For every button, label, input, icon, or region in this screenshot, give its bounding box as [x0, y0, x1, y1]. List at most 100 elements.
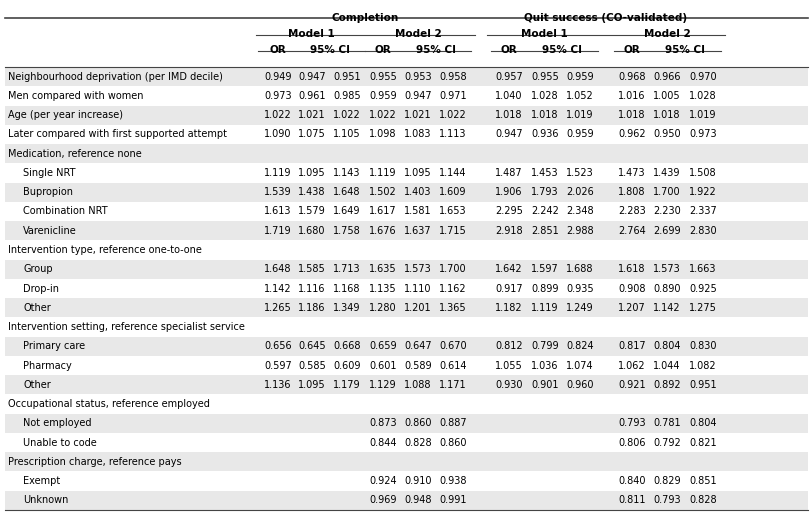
Bar: [5, 163, 808, 182]
Text: Prescription charge, reference pays: Prescription charge, reference pays: [8, 457, 181, 467]
Text: 0.812: 0.812: [495, 341, 522, 351]
Text: Model 1: Model 1: [521, 29, 568, 39]
Text: 2.026: 2.026: [566, 187, 594, 197]
Text: 1.144: 1.144: [439, 168, 467, 178]
Text: 0.955: 0.955: [531, 72, 559, 82]
Text: 1.119: 1.119: [264, 168, 292, 178]
Text: 2.699: 2.699: [653, 226, 681, 236]
Text: 1.201: 1.201: [404, 303, 432, 313]
Text: 0.811: 0.811: [618, 495, 646, 505]
Text: 0.971: 0.971: [439, 91, 467, 101]
Text: 1.581: 1.581: [404, 207, 432, 216]
Bar: [5, 67, 808, 86]
Text: Occupational status, reference employed: Occupational status, reference employed: [8, 399, 210, 409]
Text: Primary care: Primary care: [23, 341, 85, 351]
Text: 0.585: 0.585: [298, 360, 326, 371]
Text: 1.473: 1.473: [618, 168, 646, 178]
Bar: [5, 182, 808, 202]
Bar: [5, 125, 808, 144]
Text: 1.207: 1.207: [618, 303, 646, 313]
Text: 0.589: 0.589: [404, 360, 432, 371]
Text: 1.055: 1.055: [495, 360, 523, 371]
Text: 2.337: 2.337: [689, 207, 717, 216]
Text: 0.962: 0.962: [618, 129, 646, 140]
Text: 1.808: 1.808: [618, 187, 646, 197]
Text: 0.948: 0.948: [404, 495, 432, 505]
Text: 0.840: 0.840: [618, 476, 646, 486]
Text: 0.947: 0.947: [495, 129, 522, 140]
Text: 1.142: 1.142: [653, 303, 681, 313]
Text: 0.892: 0.892: [653, 380, 681, 390]
Text: 0.829: 0.829: [653, 476, 681, 486]
Bar: [5, 452, 808, 471]
Text: 1.597: 1.597: [531, 264, 559, 274]
Text: 0.947: 0.947: [404, 91, 432, 101]
Text: 1.022: 1.022: [264, 110, 292, 120]
Text: 0.917: 0.917: [495, 283, 522, 294]
Text: 1.349: 1.349: [333, 303, 360, 313]
Text: 0.966: 0.966: [653, 72, 680, 82]
Text: Bupropion: Bupropion: [23, 187, 73, 197]
Text: 0.961: 0.961: [298, 91, 326, 101]
Text: Model 1: Model 1: [288, 29, 335, 39]
Text: 1.129: 1.129: [369, 380, 397, 390]
Bar: [5, 279, 808, 298]
Text: 1.019: 1.019: [689, 110, 717, 120]
Text: 0.968: 0.968: [618, 72, 646, 82]
Text: Unknown: Unknown: [23, 495, 68, 505]
Text: 1.168: 1.168: [333, 283, 360, 294]
Text: OR: OR: [270, 45, 287, 55]
Text: Later compared with first supported attempt: Later compared with first supported atte…: [8, 129, 227, 140]
Text: 95% CI: 95% CI: [543, 45, 582, 55]
Text: 0.910: 0.910: [404, 476, 432, 486]
Text: 2.348: 2.348: [566, 207, 594, 216]
Text: 1.579: 1.579: [298, 207, 326, 216]
Text: 1.653: 1.653: [439, 207, 467, 216]
Text: Neighbourhood deprivation (per IMD decile): Neighbourhood deprivation (per IMD decil…: [8, 72, 223, 82]
Text: 0.899: 0.899: [531, 283, 559, 294]
Text: 0.601: 0.601: [369, 360, 397, 371]
Text: 1.613: 1.613: [264, 207, 292, 216]
Text: 2.230: 2.230: [653, 207, 681, 216]
Text: 1.439: 1.439: [653, 168, 680, 178]
Text: 1.083: 1.083: [404, 129, 432, 140]
Text: 1.040: 1.040: [495, 91, 522, 101]
Bar: [5, 471, 808, 491]
Text: 0.860: 0.860: [404, 418, 432, 428]
Text: 0.955: 0.955: [369, 72, 397, 82]
Text: 1.075: 1.075: [298, 129, 326, 140]
Text: 1.095: 1.095: [404, 168, 432, 178]
Text: 0.792: 0.792: [653, 438, 681, 448]
Text: 0.991: 0.991: [439, 495, 467, 505]
Text: 0.947: 0.947: [298, 72, 326, 82]
Text: 1.609: 1.609: [439, 187, 467, 197]
Text: 0.828: 0.828: [404, 438, 432, 448]
Bar: [5, 317, 808, 337]
Text: 0.957: 0.957: [495, 72, 523, 82]
Bar: [5, 491, 808, 510]
Text: 1.095: 1.095: [298, 380, 326, 390]
Text: 0.973: 0.973: [264, 91, 292, 101]
Text: Intervention setting, reference specialist service: Intervention setting, reference speciali…: [8, 322, 245, 332]
Text: 1.116: 1.116: [298, 283, 326, 294]
Text: 0.951: 0.951: [689, 380, 717, 390]
Text: 1.573: 1.573: [404, 264, 432, 274]
Text: 1.095: 1.095: [298, 168, 326, 178]
Bar: [5, 202, 808, 221]
Text: 0.970: 0.970: [689, 72, 717, 82]
Bar: [5, 144, 808, 163]
Text: 1.021: 1.021: [404, 110, 432, 120]
Text: Varenicline: Varenicline: [23, 226, 77, 236]
Bar: [5, 433, 808, 452]
Text: 1.280: 1.280: [369, 303, 397, 313]
Text: 0.953: 0.953: [404, 72, 432, 82]
Text: 0.799: 0.799: [531, 341, 559, 351]
Text: 0.828: 0.828: [689, 495, 717, 505]
Text: 1.700: 1.700: [439, 264, 467, 274]
Text: Men compared with women: Men compared with women: [8, 91, 143, 101]
Text: 2.988: 2.988: [566, 226, 594, 236]
Text: 1.365: 1.365: [439, 303, 467, 313]
Text: 1.487: 1.487: [495, 168, 522, 178]
Text: 1.922: 1.922: [689, 187, 717, 197]
Text: 0.935: 0.935: [566, 283, 594, 294]
